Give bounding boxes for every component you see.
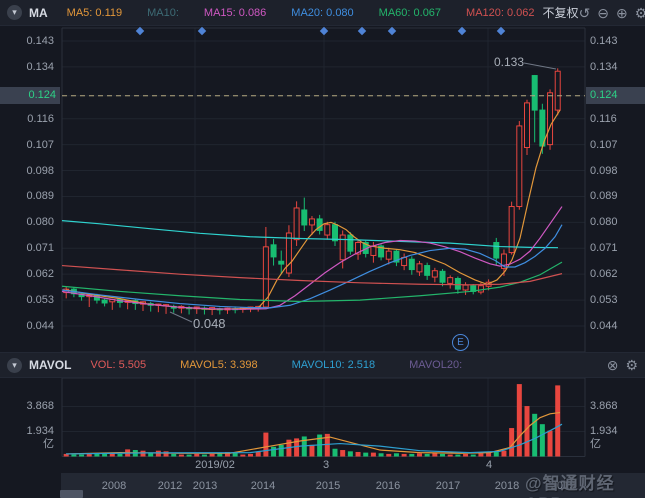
price-axis-label-left: 0.089 xyxy=(26,190,54,203)
chevron-down-icon: ▾ xyxy=(12,7,17,17)
volume-axis-label-left: 3.868 xyxy=(26,400,54,413)
settings-icon[interactable]: ⚙ xyxy=(634,4,645,21)
volume-unit-right: 亿 xyxy=(590,438,601,450)
price-axis-label-right: 0.134 xyxy=(590,60,618,73)
price-axis-label-right: 0.080 xyxy=(590,216,618,229)
price-axis-label-right: 0.044 xyxy=(590,320,618,332)
scrollbar-year-label: 2013 xyxy=(192,480,218,492)
legend-item-MAVOL10: MAVOL10: 2.518 xyxy=(291,359,376,371)
vol-indicator-collapse-button[interactable]: ▾ xyxy=(7,357,22,373)
mavol-indicator-bar: ▾ MAVOL VOL: 5.505 MAVOL5: 3.398 MAVOL10: … xyxy=(0,352,645,378)
vol-indicator-title: MAVOL xyxy=(29,358,72,372)
chevron-down-icon: ▾ xyxy=(12,359,17,370)
price-axis-label-left: 0.134 xyxy=(26,60,54,73)
legend-item-MAVOL20: MAVOL20: xyxy=(409,359,463,371)
price-axis-label-left-highlight: 0.124 xyxy=(0,87,60,105)
x-axis-tick: 2019/02 xyxy=(195,459,235,471)
low-price-annotation: 0.048 xyxy=(193,316,226,331)
legend-item-MA120: MA120: 0.062 xyxy=(466,6,535,19)
legend-item-MA15: MA15: 0.086 xyxy=(203,6,267,19)
watermark: @智通财经APP xyxy=(525,474,615,498)
settings-icon[interactable]: ⚙ xyxy=(625,357,638,373)
scrollbar-year-label: 2019 xyxy=(550,480,576,492)
indicator-title: MA xyxy=(29,5,48,20)
price-axis-label-right: 0.089 xyxy=(590,190,618,203)
legend-item-MA60: MA60: 0.067 xyxy=(378,6,442,19)
price-axis-label-right: 0.053 xyxy=(590,294,618,307)
price-axis-label-left: 0.080 xyxy=(26,216,54,229)
scrollbar-year-label: 2017 xyxy=(435,480,461,492)
price-axis-label-left: 0.053 xyxy=(26,294,54,307)
ma-indicator-bar: ▾ MA MA5: 0.119 MA10: MA15: 0.086 MA20: 0.0… xyxy=(0,0,645,26)
volume-axis-label-right: 1.934 xyxy=(590,425,618,438)
x-axis-tick: 3 xyxy=(322,459,330,471)
scrollbar-year-label: 2016 xyxy=(375,480,401,492)
price-axis-label-right: 0.098 xyxy=(590,164,618,177)
price-axis-label-left: 0.044 xyxy=(26,320,54,332)
volume-unit-left: 亿 xyxy=(43,438,54,450)
legend-item-VOL: VOL: 5.505 xyxy=(90,359,147,371)
adjust-mode-toggle[interactable]: 不复权 xyxy=(542,6,579,20)
price-axis-label-left: 0.107 xyxy=(26,138,54,151)
zoom-in-icon[interactable]: ⊕ xyxy=(616,4,628,21)
scrollbar-thumb[interactable] xyxy=(60,490,83,498)
price-axis-label-left: 0.071 xyxy=(26,242,54,255)
price-axis-label-left: 0.098 xyxy=(26,164,54,177)
mavol-legend: VOL: 5.505 MAVOL5: 3.398 MAVOL10: 2.518 MAV… xyxy=(90,359,462,371)
scrollbar-year-label: 2015 xyxy=(315,480,341,492)
vol-toolbar-icons: ⊗ ⚙ xyxy=(607,358,638,372)
scrollbar-year-label: 2018 xyxy=(494,480,520,492)
event-marker-E[interactable]: E xyxy=(452,334,469,351)
time-scrollbar[interactable] xyxy=(61,473,645,498)
price-axis-label-left: 0.062 xyxy=(26,268,54,281)
volume-axis-label-right: 3.868 xyxy=(590,400,618,413)
main-toolbar-icons: ↺ ⊖ ⊕ ⚙ xyxy=(579,6,645,20)
volume-axis-label-left: 1.934 xyxy=(26,425,54,438)
legend-item-MAVOL5: MAVOL5: 3.398 xyxy=(180,359,258,371)
indicator-collapse-button[interactable]: ▾ xyxy=(7,5,22,20)
price-axis-label-left: 0.116 xyxy=(27,112,54,125)
zoom-out-icon[interactable]: ⊖ xyxy=(597,4,610,21)
price-axis-label-right: 0.062 xyxy=(590,268,618,281)
price-axis-label-right: 0.143 xyxy=(590,35,618,47)
undo-icon[interactable]: ↺ xyxy=(578,4,591,21)
x-axis-tick: 4 xyxy=(485,459,493,471)
ma-legend: MA5: 0.119 MA10: MA15: 0.086 MA20: 0.080 MA6… xyxy=(67,7,535,19)
price-axis-label-left: 0.143 xyxy=(26,35,54,47)
price-axis-label-right: 0.116 xyxy=(590,112,617,125)
legend-item-MA20: MA20: 0.080 xyxy=(291,6,354,19)
close-icon[interactable]: ⊗ xyxy=(606,357,619,373)
scrollbar-year-label: 2012 xyxy=(157,480,183,492)
scrollbar-year-label: 2008 xyxy=(101,480,127,492)
price-axis-label-right: 0.071 xyxy=(590,242,618,255)
legend-item-MA5: MA5: 0.119 xyxy=(66,6,123,19)
price-axis-label-right-highlight: 0.124 xyxy=(586,87,645,105)
legend-item-MA10: MA10: xyxy=(147,6,179,19)
price-axis-label-right: 0.107 xyxy=(590,138,618,151)
high-price-annotation: 0.133 xyxy=(494,55,525,69)
scrollbar-year-label: 2014 xyxy=(250,480,276,492)
